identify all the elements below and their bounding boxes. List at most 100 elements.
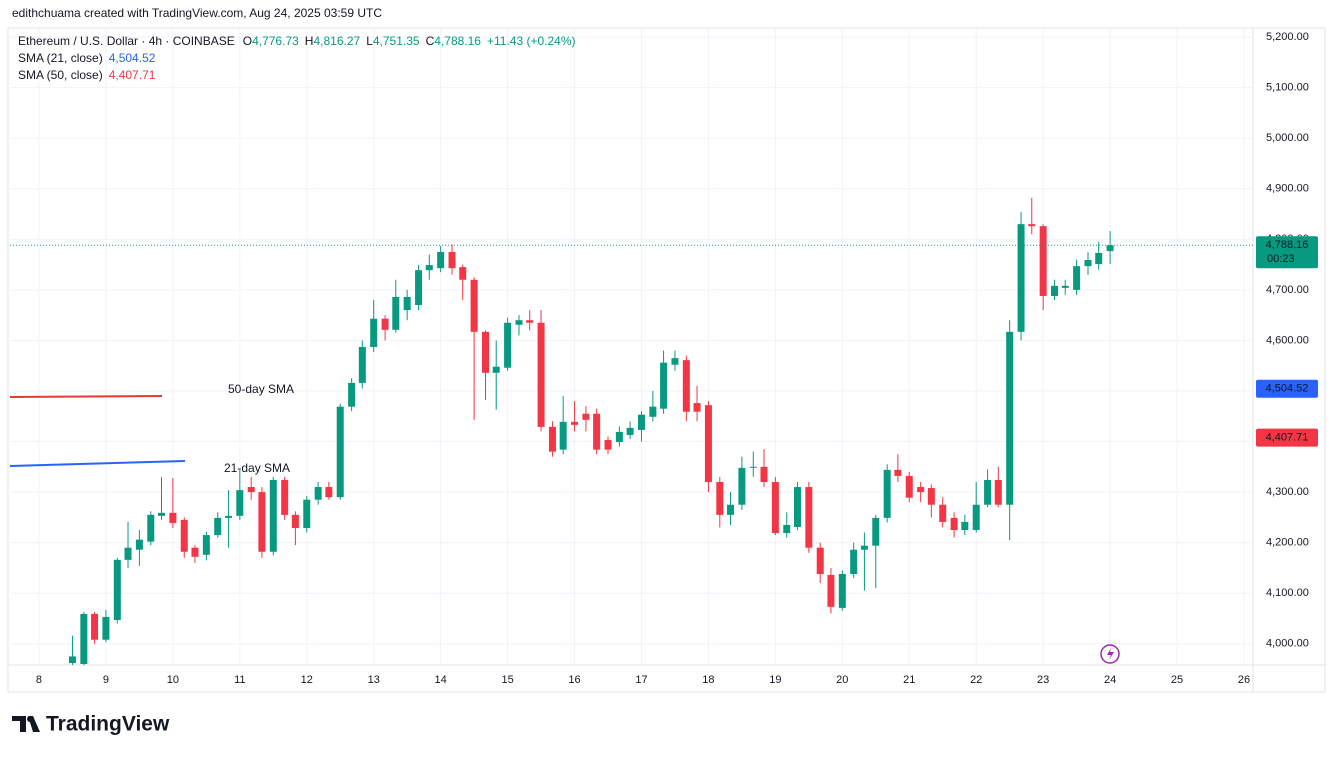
y-tick-label: 5,000.00	[1266, 132, 1309, 144]
candle-body	[80, 613, 88, 664]
candle-body	[68, 656, 76, 663]
candle-body	[872, 517, 880, 546]
x-tick-label: 9	[103, 674, 109, 686]
candle-body	[191, 547, 199, 557]
x-tick-label: 25	[1171, 674, 1183, 686]
candle-body	[637, 414, 645, 430]
x-tick-label: 8	[36, 674, 42, 686]
candle-body	[1028, 224, 1036, 227]
candle-body	[459, 267, 467, 280]
candle-body	[358, 347, 366, 383]
candle-body	[448, 251, 456, 269]
candle-body	[615, 431, 623, 443]
candle-body	[1051, 285, 1059, 296]
candle-body	[224, 515, 232, 518]
x-tick-label: 21	[903, 674, 915, 686]
candle-body	[626, 427, 634, 435]
candle-body	[1006, 331, 1014, 505]
x-tick-label: 17	[635, 674, 647, 686]
legend-value: 4,504.52	[109, 51, 156, 65]
candle-body	[927, 488, 935, 505]
candle-body	[905, 475, 913, 498]
quote-value: 4,788.16	[434, 34, 481, 48]
axes: 4,000.004,100.004,200.004,300.004,400.00…	[36, 31, 1318, 686]
candle-body	[1039, 226, 1047, 296]
x-tick-label: 26	[1238, 674, 1250, 686]
candle-body	[950, 517, 958, 531]
candle-body	[214, 517, 222, 536]
quote-key: L	[366, 34, 373, 48]
y-tick-label: 4,200.00	[1266, 537, 1309, 549]
candle-body	[682, 360, 690, 412]
candle-body	[247, 487, 255, 493]
candle-body	[291, 514, 299, 528]
x-tick-label: 16	[568, 674, 580, 686]
y-tick-label: 4,300.00	[1266, 486, 1309, 498]
candle-body	[738, 467, 746, 505]
alert-icon[interactable]	[1100, 644, 1120, 664]
candle-body	[827, 575, 835, 607]
candle-body	[1106, 245, 1114, 252]
y-tick-label: 5,100.00	[1266, 82, 1309, 94]
x-tick-label: 11	[234, 674, 245, 686]
y-tick-label: 5,200.00	[1266, 31, 1309, 43]
symbol: Ethereum / U.S. Dollar · 4h · COINBASE	[18, 34, 235, 48]
candle-body	[470, 279, 478, 332]
candle-body	[180, 519, 188, 552]
x-tick-label: 14	[435, 674, 447, 686]
x-tick-label: 19	[769, 674, 781, 686]
x-tick-label: 20	[836, 674, 848, 686]
candle-body	[147, 514, 155, 542]
candle-body	[760, 466, 768, 482]
candle-body	[1095, 252, 1103, 265]
candle-body	[894, 469, 902, 476]
candle-body	[548, 426, 556, 452]
candle-body	[258, 492, 266, 552]
x-tick-label: 22	[970, 674, 982, 686]
legend-row: SMA (50, close) 4,407.71	[18, 68, 156, 82]
x-tick-label: 24	[1104, 674, 1116, 686]
candle-body	[917, 487, 925, 493]
candle-body	[437, 251, 445, 269]
alert-icon-ring	[1100, 644, 1120, 664]
annotation: 21-day SMA	[224, 461, 290, 475]
candle-body	[91, 613, 99, 640]
candle-body	[102, 616, 110, 640]
candle-body	[415, 270, 423, 306]
candle-body	[1073, 266, 1081, 290]
candle-body	[1017, 224, 1025, 332]
candle-body	[325, 487, 333, 498]
frame	[7, 27, 1326, 693]
candle-body	[202, 535, 210, 555]
candle-body	[537, 322, 545, 427]
legend-row: Ethereum / U.S. Dollar · 4h · COINBASE O4…	[18, 34, 576, 48]
change: +11.43 (+0.24%)	[487, 34, 576, 48]
x-tick-label: 15	[501, 674, 513, 686]
candle-body	[303, 499, 311, 528]
y-tick-label: 4,900.00	[1266, 183, 1309, 195]
candle-body	[939, 504, 947, 522]
legend-name: SMA (50, close)	[18, 68, 103, 82]
x-tick-label: 12	[301, 674, 313, 686]
quote-value: 4,816.27	[313, 34, 360, 48]
candle-body	[984, 479, 992, 505]
candle-body	[704, 405, 712, 482]
candle-body	[783, 524, 791, 534]
credit: edithchuama created with TradingView.com…	[12, 6, 382, 20]
grid	[10, 28, 1253, 665]
candle-body	[236, 490, 244, 516]
drawing-line	[10, 460, 186, 467]
candle-body	[515, 320, 523, 325]
candle-body	[169, 512, 177, 523]
price-tag	[1256, 428, 1318, 447]
quote-value: 4,751.35	[373, 34, 420, 48]
candle-body	[693, 403, 701, 412]
candle-body	[860, 545, 868, 550]
plot-area	[10, 197, 1253, 665]
quote-key: C	[426, 34, 435, 48]
legend: Ethereum / U.S. Dollar · 4h · COINBASE O4…	[18, 34, 576, 82]
brand-logo-dot	[27, 716, 33, 722]
candle-body	[559, 421, 567, 450]
candle-body	[504, 322, 512, 368]
